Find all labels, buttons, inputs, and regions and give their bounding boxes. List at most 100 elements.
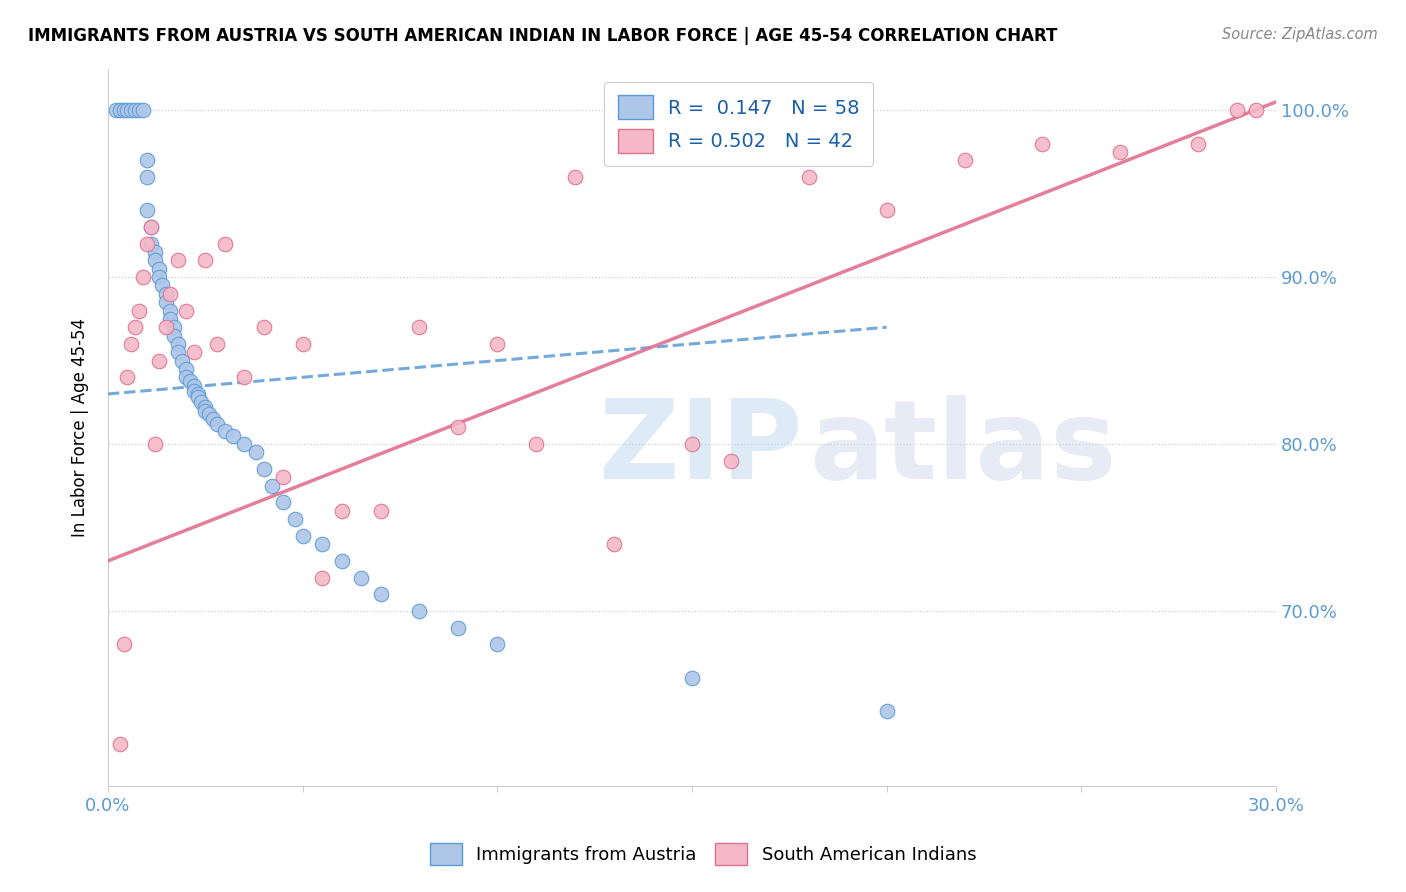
Point bbox=[108, 103, 131, 118]
Point bbox=[117, 370, 139, 384]
Point bbox=[486, 637, 509, 651]
Text: ZIP: ZIP bbox=[599, 395, 801, 502]
Point bbox=[135, 169, 157, 184]
Y-axis label: In Labor Force | Age 45-54: In Labor Force | Age 45-54 bbox=[72, 318, 89, 537]
Point bbox=[183, 384, 205, 398]
Point bbox=[135, 236, 157, 251]
Point bbox=[159, 311, 181, 326]
Point bbox=[143, 437, 166, 451]
Point bbox=[183, 378, 205, 392]
Point bbox=[194, 253, 217, 268]
Point bbox=[120, 337, 142, 351]
Point bbox=[117, 103, 139, 118]
Point bbox=[167, 345, 190, 359]
Point bbox=[260, 479, 283, 493]
Point bbox=[214, 236, 236, 251]
Point bbox=[291, 337, 314, 351]
Point bbox=[447, 621, 470, 635]
Point bbox=[1246, 103, 1268, 118]
Point bbox=[143, 253, 166, 268]
Point bbox=[408, 320, 430, 334]
Point bbox=[253, 462, 276, 476]
Point bbox=[124, 320, 146, 334]
Point bbox=[330, 504, 353, 518]
Point bbox=[524, 437, 547, 451]
Point bbox=[135, 153, 157, 168]
Point bbox=[221, 428, 243, 442]
Point bbox=[179, 374, 201, 388]
Point bbox=[271, 470, 294, 484]
Point bbox=[124, 103, 146, 118]
Point bbox=[876, 704, 898, 718]
Point bbox=[1226, 103, 1249, 118]
Point bbox=[1109, 145, 1132, 159]
Point bbox=[233, 370, 256, 384]
Point bbox=[603, 537, 626, 551]
Point bbox=[159, 303, 181, 318]
Point bbox=[408, 604, 430, 618]
Point bbox=[271, 495, 294, 509]
Point bbox=[205, 417, 228, 431]
Point bbox=[132, 270, 155, 285]
Point bbox=[330, 554, 353, 568]
Point bbox=[190, 395, 212, 409]
Point bbox=[876, 203, 898, 218]
Point bbox=[148, 261, 170, 276]
Point bbox=[186, 387, 208, 401]
Point bbox=[311, 537, 333, 551]
Point bbox=[1187, 136, 1209, 151]
Point bbox=[681, 437, 703, 451]
Text: Source: ZipAtlas.com: Source: ZipAtlas.com bbox=[1222, 27, 1378, 42]
Point bbox=[953, 153, 976, 168]
Point bbox=[167, 337, 190, 351]
Point bbox=[148, 353, 170, 368]
Point bbox=[564, 169, 586, 184]
Point bbox=[143, 245, 166, 260]
Point bbox=[797, 169, 820, 184]
Point bbox=[311, 570, 333, 584]
Point bbox=[253, 320, 276, 334]
Point bbox=[139, 236, 162, 251]
Point bbox=[174, 362, 197, 376]
Point bbox=[245, 445, 267, 459]
Point bbox=[108, 738, 131, 752]
Point bbox=[139, 220, 162, 235]
Point bbox=[112, 103, 135, 118]
Point bbox=[104, 103, 127, 118]
Point bbox=[139, 220, 162, 235]
Point bbox=[291, 529, 314, 543]
Point bbox=[681, 671, 703, 685]
Point bbox=[198, 407, 221, 421]
Point bbox=[233, 437, 256, 451]
Point bbox=[132, 103, 155, 118]
Point bbox=[284, 512, 307, 526]
Point bbox=[167, 253, 190, 268]
Point bbox=[350, 570, 373, 584]
Point bbox=[163, 328, 186, 343]
Point bbox=[205, 337, 228, 351]
Point bbox=[128, 303, 150, 318]
Point bbox=[163, 320, 186, 334]
Point bbox=[1031, 136, 1053, 151]
Point bbox=[486, 337, 509, 351]
Point bbox=[112, 637, 135, 651]
Point bbox=[135, 203, 157, 218]
Point bbox=[370, 504, 392, 518]
Point bbox=[202, 412, 225, 426]
Point bbox=[214, 424, 236, 438]
Point bbox=[170, 353, 193, 368]
Point bbox=[194, 403, 217, 417]
Point bbox=[128, 103, 150, 118]
Point bbox=[194, 401, 217, 415]
Point bbox=[152, 278, 174, 293]
Legend: R =  0.147   N = 58, R = 0.502   N = 42: R = 0.147 N = 58, R = 0.502 N = 42 bbox=[605, 82, 873, 166]
Point bbox=[174, 370, 197, 384]
Point bbox=[159, 286, 181, 301]
Point bbox=[155, 286, 177, 301]
Point bbox=[148, 270, 170, 285]
Point bbox=[183, 345, 205, 359]
Legend: Immigrants from Austria, South American Indians: Immigrants from Austria, South American … bbox=[422, 836, 984, 872]
Point bbox=[720, 453, 742, 467]
Text: IMMIGRANTS FROM AUSTRIA VS SOUTH AMERICAN INDIAN IN LABOR FORCE | AGE 45-54 CORR: IMMIGRANTS FROM AUSTRIA VS SOUTH AMERICA… bbox=[28, 27, 1057, 45]
Point bbox=[120, 103, 142, 118]
